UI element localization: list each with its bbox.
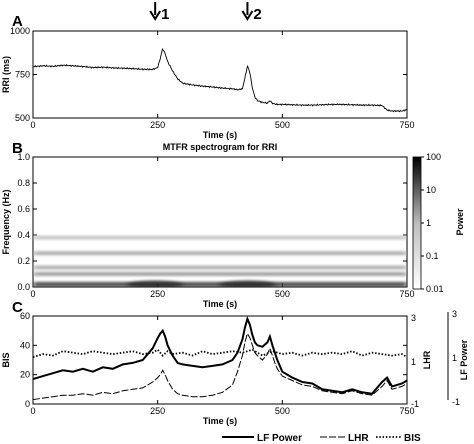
legend-entry-bis: BIS (404, 433, 421, 444)
colorbar-tick-label: 0.01 (426, 284, 444, 294)
spectrogram-heatmap (33, 235, 407, 287)
series-line-lf-power (32, 315, 408, 395)
y-tick-label-a: 500 (15, 113, 30, 123)
spectrogram-hotspot-1 (127, 280, 184, 287)
y-tick-label-c: 0 (25, 399, 30, 409)
y-tick-label-a: 1000 (10, 26, 30, 36)
y-tick-label-b: 0.6 (17, 204, 30, 214)
y-tick-label-b: 0.0 (17, 282, 30, 292)
lf-power-tick-label: 1 (452, 353, 457, 363)
colorbar-tick-label: 1 (426, 218, 431, 228)
legend-entry-lhr: LHR (348, 433, 369, 444)
y-tick-label-c: 40 (20, 340, 30, 350)
lhr-tick-label: 1 (411, 357, 416, 367)
x-tick-label-c: 750 (399, 406, 414, 416)
x-tick-label-c: 500 (275, 406, 290, 416)
spectrogram-title: MTFR spectrogram for RRI (163, 142, 278, 152)
spectrogram-band-4 (33, 235, 407, 240)
colorbar-tick-label: 100 (426, 152, 441, 162)
panel-label-b: B (12, 140, 23, 157)
legend: LF Power LHR BIS (222, 433, 421, 444)
marks-layer (32, 47, 408, 401)
spectrogram-band-3 (33, 251, 407, 256)
x-axis-label-a: Time (s) (203, 130, 237, 140)
x-axis-label-b: Time (s) (203, 299, 237, 309)
lhr-axis-label: LHR (422, 350, 432, 369)
y-tick-label-b: 0.2 (17, 256, 30, 266)
lhr-tick-label: -1 (411, 399, 419, 409)
x-tick-label-b: 750 (399, 289, 414, 299)
lf-power-tick-label: -1 (452, 397, 460, 407)
spectrogram-band-1 (33, 272, 407, 276)
x-tick-label-a: 750 (399, 120, 414, 130)
panel-c-chart: C 0 250 500 750 Time (s) 0 20 40 60 BIS -1 1 3 LHR -1 1 3… (1, 299, 469, 444)
x-tick-label-b: 500 (275, 289, 290, 299)
colorbar-label: Power (455, 208, 465, 236)
lhr-tick-label: 3 (411, 313, 416, 323)
series-line-lhr (32, 332, 408, 401)
y-tick-label-b: 0.4 (17, 230, 30, 240)
colorbar (412, 156, 422, 290)
panel-a-chart: A 0 250 500 750 Time (s) 500 750 1000 RRI (ms) 1 2 (1, 2, 415, 140)
spectrogram-band-2 (33, 265, 407, 270)
rri-series-line (32, 47, 408, 113)
y-tick-label-c: 20 (20, 370, 30, 380)
x-tick-label-c: 0 (30, 406, 35, 416)
event-arrow-2-head (241, 10, 254, 21)
x-tick-label-b: 0 (30, 289, 35, 299)
y-axis-label-a: RRI (ms) (1, 56, 11, 93)
x-tick-label-a: 500 (275, 120, 290, 130)
plot-frame-b (32, 156, 408, 288)
x-axis-label-c: Time (s) (203, 416, 237, 426)
panel-label-c: C (12, 299, 23, 316)
x-tick-label-b: 250 (150, 289, 165, 299)
colorbar-tick-label: 10 (426, 185, 436, 195)
series-line-bis (32, 348, 408, 358)
y-tick-label-a: 750 (15, 70, 30, 80)
spectrogram-hotspot-2 (219, 280, 276, 287)
event-marker-label-2: 2 (253, 6, 261, 23)
y-axis-label-b: Frequency (Hz) (1, 189, 11, 254)
lf-power-axis-label: LF Power (459, 339, 469, 380)
lf-power-tick-label: 3 (452, 309, 457, 319)
panel-b-chart: B MTFR spectrogram for RRI 0 250 500 750 Time … (1, 140, 465, 309)
x-tick-label-a: 0 (30, 120, 35, 130)
event-arrow-1-head (149, 10, 162, 21)
y-tick-label-b: 1.0 (17, 152, 30, 162)
y-tick-label-b: 0.8 (17, 178, 30, 188)
x-tick-label-c: 250 (150, 406, 165, 416)
y-tick-label-c: 60 (20, 311, 30, 321)
event-marker-label-1: 1 (161, 6, 169, 23)
legend-entry-lf-power: LF Power (257, 433, 302, 444)
y-axis-label-c: BIS (1, 352, 11, 367)
colorbar-tick-label: 0.1 (426, 251, 439, 261)
panel-label-a: A (12, 13, 23, 30)
plot-frame-c (32, 315, 408, 405)
x-tick-label-a: 250 (150, 120, 165, 130)
